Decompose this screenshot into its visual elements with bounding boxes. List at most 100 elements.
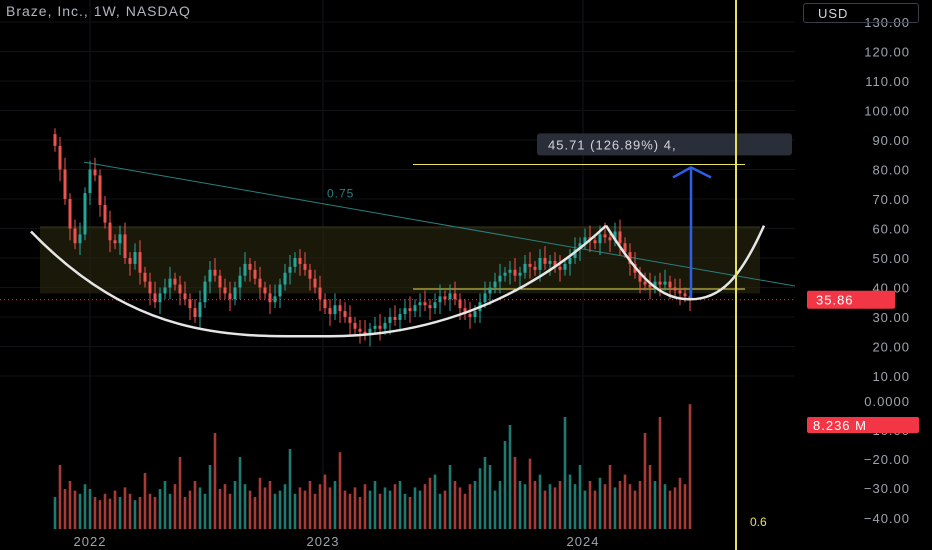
volume-bar xyxy=(158,489,162,529)
volume-tick-label: −30.00 xyxy=(864,481,910,496)
volume-bar xyxy=(88,489,92,529)
time-tick-label: 2024 xyxy=(567,534,600,549)
candle-body xyxy=(668,281,672,288)
candle-body xyxy=(53,134,57,146)
candle xyxy=(113,234,117,250)
volume-bar xyxy=(273,493,277,529)
candle xyxy=(558,255,562,282)
candle xyxy=(273,284,277,309)
volume-bar xyxy=(548,484,552,529)
candle xyxy=(333,293,337,320)
candle-body xyxy=(368,328,372,335)
volume-bar xyxy=(138,497,142,529)
candle-body xyxy=(403,308,407,315)
candle xyxy=(363,319,367,341)
cup-curve xyxy=(30,224,607,338)
volume-bar xyxy=(633,490,637,529)
volume-bar xyxy=(673,487,677,529)
volume-bar xyxy=(83,484,87,529)
candle xyxy=(183,281,187,306)
candle-body xyxy=(238,275,242,288)
volume-bar xyxy=(503,441,507,529)
candle-body xyxy=(533,266,537,270)
candle-body xyxy=(58,145,62,170)
candle xyxy=(203,275,207,309)
candle-body xyxy=(428,305,432,309)
volume-bar xyxy=(78,493,82,529)
measure-arrow xyxy=(672,166,712,298)
candle-body xyxy=(628,252,632,264)
price-tick-label: 10.00 xyxy=(872,369,910,384)
candle xyxy=(463,299,467,320)
volume-bar xyxy=(368,490,372,529)
candle xyxy=(178,275,182,306)
volume-bar xyxy=(403,493,407,529)
candle xyxy=(163,278,167,300)
currency-selector[interactable]: USD xyxy=(803,3,919,23)
volume-bar xyxy=(153,497,157,529)
candle-body xyxy=(313,278,317,288)
volume-bar xyxy=(408,497,412,529)
volume-bar xyxy=(518,481,522,529)
candle-body xyxy=(458,299,462,309)
candle xyxy=(148,272,152,306)
candle xyxy=(408,296,412,323)
handle-curve xyxy=(604,224,766,301)
candle-body xyxy=(183,293,187,300)
volume-bar xyxy=(443,490,447,529)
volume-bar xyxy=(358,497,362,529)
candle xyxy=(663,269,667,291)
candle-body xyxy=(433,302,437,309)
candle-body xyxy=(73,228,77,244)
candle-body xyxy=(288,266,292,273)
volume-bar xyxy=(543,490,547,529)
candle-body xyxy=(223,287,227,294)
volume-bar xyxy=(313,493,317,529)
candle-body xyxy=(203,281,207,303)
volume-bar xyxy=(298,487,302,529)
volume-bar xyxy=(588,481,592,529)
last-price-badge: 35.86 xyxy=(807,290,895,309)
candle-body xyxy=(258,278,262,288)
candle-body xyxy=(243,263,247,276)
volume-bar xyxy=(68,481,72,529)
volume-bar xyxy=(253,497,257,529)
candle xyxy=(283,263,287,291)
candle-body xyxy=(68,199,72,229)
candle xyxy=(393,305,397,326)
volume-bar xyxy=(108,498,112,529)
candle xyxy=(403,299,407,320)
volume-bar xyxy=(388,490,392,529)
price-tick-label: 120.00 xyxy=(864,45,910,60)
candle-body xyxy=(263,287,267,294)
volume-bar xyxy=(178,457,182,529)
candle xyxy=(348,305,352,335)
candle xyxy=(493,272,497,294)
candle-body xyxy=(143,272,147,282)
candle-body xyxy=(123,234,127,258)
candle-body xyxy=(163,287,167,294)
candle xyxy=(228,281,232,312)
volume-bar xyxy=(423,484,427,529)
candle-body xyxy=(98,175,102,205)
volume-bar xyxy=(328,487,332,529)
candle-body xyxy=(648,284,652,288)
candle-body xyxy=(498,275,502,282)
candle xyxy=(453,281,457,306)
candle xyxy=(338,299,342,323)
candle-body xyxy=(158,293,162,303)
candle-body xyxy=(188,299,192,309)
candle-body xyxy=(488,287,492,294)
volume-tick-label: 0.0000 xyxy=(864,394,910,409)
volume-bar xyxy=(98,500,102,529)
candle xyxy=(218,269,222,300)
last-volume-badge: 8.236 M xyxy=(807,417,919,433)
candle xyxy=(258,266,262,300)
volume-bar xyxy=(683,484,687,529)
candle xyxy=(428,299,432,320)
candle xyxy=(98,169,102,217)
candle xyxy=(328,299,332,326)
candle-body xyxy=(108,222,112,241)
time-tick-label: 2022 xyxy=(74,534,107,549)
